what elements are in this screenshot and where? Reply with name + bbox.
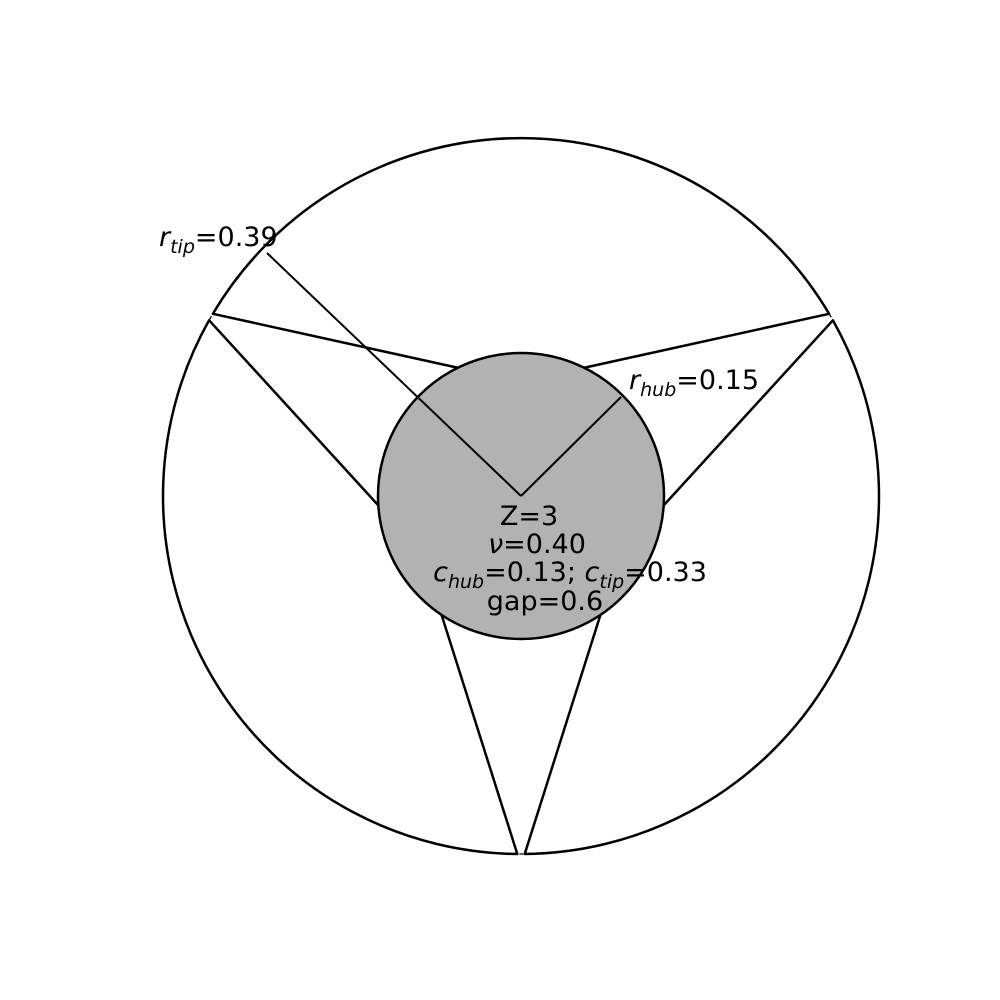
blade-outline [523,319,881,856]
blade-outline [161,319,519,856]
pitch-ratio-value: =0.40 [503,529,586,560]
blade-count-label: Z=3 [500,501,558,532]
blade-outline [211,136,831,371]
pitch-ratio-label: ν=0.40 [488,529,586,560]
tip-radius-line [266,252,522,497]
chord-label: chub=0.13; ctip=0.33 [433,557,707,593]
hub-radius-line [520,396,622,497]
blade-group [161,136,881,856]
gap-label: gap=0.6 [487,586,603,617]
tip-radius-label: rtip=0.39 [159,222,278,258]
hub-radius-label: rhub=0.15 [629,365,759,401]
